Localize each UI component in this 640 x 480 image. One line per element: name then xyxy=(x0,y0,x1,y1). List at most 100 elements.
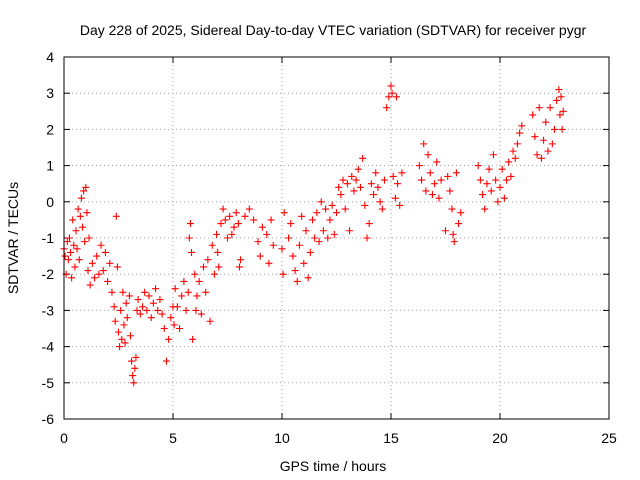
data-point xyxy=(84,267,92,275)
data-point xyxy=(479,191,487,199)
data-point xyxy=(487,187,495,195)
data-point xyxy=(69,216,77,224)
data-point xyxy=(481,205,489,213)
data-point xyxy=(158,310,166,318)
data-point xyxy=(542,118,550,126)
data-point xyxy=(313,209,321,217)
x-axis-label: GPS time / hours xyxy=(280,458,387,474)
data-point xyxy=(117,306,125,314)
data-point xyxy=(513,140,521,148)
data-point xyxy=(418,176,426,184)
data-point xyxy=(86,281,94,289)
data-point xyxy=(165,335,173,343)
data-point xyxy=(356,183,364,191)
data-point xyxy=(457,209,465,217)
data-point xyxy=(278,245,286,253)
data-point xyxy=(302,227,310,235)
data-point xyxy=(498,165,506,173)
y-tick-labels: 4 3 2 1 0 -1 -2 -3 -4 -5 -6 xyxy=(42,49,55,427)
data-point xyxy=(65,234,73,242)
data-point xyxy=(446,187,454,195)
data-point xyxy=(72,227,80,235)
data-point xyxy=(267,216,275,224)
data-point xyxy=(485,165,493,173)
data-point xyxy=(128,357,136,365)
data-point xyxy=(197,310,205,318)
data-point xyxy=(204,256,212,264)
data-point xyxy=(131,364,139,372)
data-point xyxy=(195,277,203,285)
data-point xyxy=(99,267,107,275)
data-point xyxy=(97,241,105,249)
data-point xyxy=(217,220,225,228)
data-point xyxy=(70,241,78,249)
data-point xyxy=(237,256,245,264)
data-point xyxy=(415,162,423,170)
data-point xyxy=(121,339,129,347)
data-point xyxy=(450,238,458,246)
data-point xyxy=(93,252,101,260)
data-point xyxy=(191,270,199,278)
data-point xyxy=(396,201,404,209)
data-point xyxy=(74,205,82,213)
data-point xyxy=(311,234,319,242)
data-point xyxy=(339,176,347,184)
data-point xyxy=(241,212,249,220)
data-point xyxy=(76,212,84,220)
data-point xyxy=(505,158,513,166)
data-point xyxy=(309,216,317,224)
data-point xyxy=(269,241,277,249)
data-point xyxy=(193,292,201,300)
data-point xyxy=(298,212,306,220)
data-point xyxy=(433,158,441,166)
data-point xyxy=(214,248,222,256)
data-point xyxy=(106,259,114,267)
y-tick-label: -1 xyxy=(42,230,55,246)
data-point xyxy=(492,176,500,184)
x-tick-label: 20 xyxy=(492,430,508,446)
x-tick-label: 15 xyxy=(383,430,399,446)
data-point xyxy=(546,104,554,112)
data-point xyxy=(210,270,218,278)
data-point xyxy=(500,194,508,202)
data-point xyxy=(557,93,565,101)
data-point xyxy=(551,125,558,133)
data-point xyxy=(389,172,397,180)
data-point xyxy=(123,314,131,322)
data-point xyxy=(431,180,439,188)
data-point xyxy=(380,176,388,184)
chart-title: Day 228 of 2025, Sidereal Day-to-day VTE… xyxy=(80,22,587,38)
data-point xyxy=(474,162,482,170)
data-point xyxy=(101,248,109,256)
data-point xyxy=(182,306,190,314)
grid-lines xyxy=(64,57,609,419)
data-point xyxy=(392,93,400,101)
data-point xyxy=(141,288,149,296)
data-point xyxy=(173,303,181,311)
data-point xyxy=(287,220,295,228)
data-point xyxy=(254,238,262,246)
data-point xyxy=(324,234,332,242)
data-point xyxy=(147,314,155,322)
data-point xyxy=(206,317,214,325)
data-point xyxy=(343,180,351,188)
data-point xyxy=(291,267,299,275)
data-point xyxy=(178,292,186,300)
data-point xyxy=(215,263,223,271)
data-point xyxy=(82,183,90,191)
data-marks xyxy=(60,82,567,387)
data-point xyxy=(352,176,360,184)
y-tick-label: -2 xyxy=(42,266,55,282)
data-point xyxy=(330,230,338,238)
data-point xyxy=(91,274,99,282)
data-point xyxy=(119,288,127,296)
data-point xyxy=(537,154,545,162)
data-point xyxy=(250,216,258,224)
data-point xyxy=(132,353,140,361)
data-point xyxy=(125,292,133,300)
data-point xyxy=(424,151,432,159)
data-point xyxy=(385,93,393,101)
data-point xyxy=(289,252,297,260)
data-point xyxy=(221,216,229,224)
